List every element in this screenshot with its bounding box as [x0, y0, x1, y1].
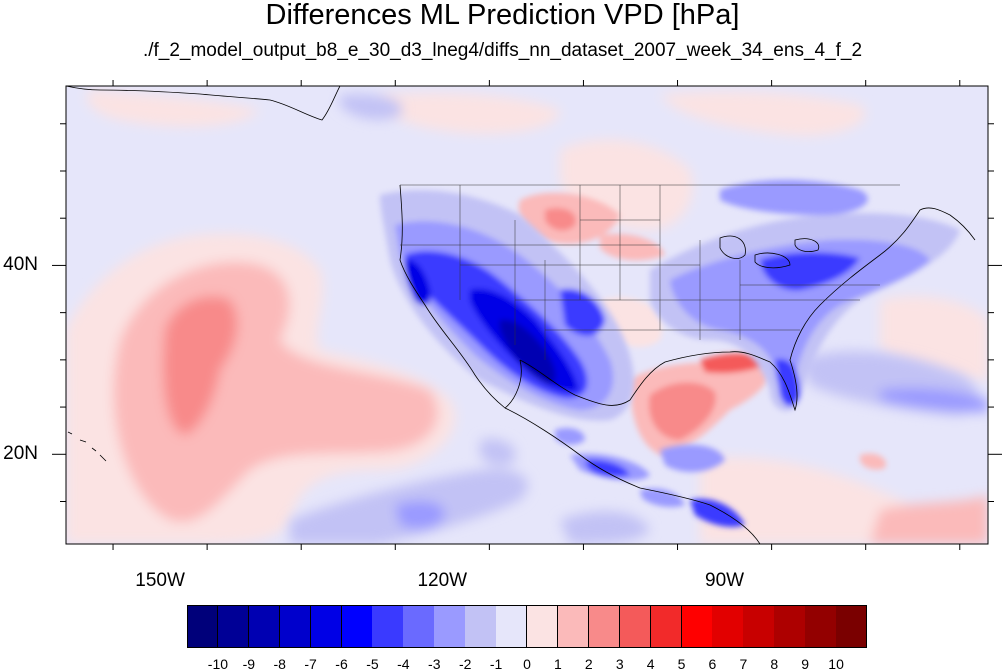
colorbar-swatch: [712, 605, 744, 648]
eastern-us-negative-anomaly: [650, 179, 960, 411]
colorbar-label: 1: [554, 656, 562, 672]
hawaii-islands: [67, 431, 107, 462]
colorbar-label: -1: [489, 656, 503, 672]
colorbar-swatch: [310, 605, 343, 648]
western-us-negative-anomaly: [380, 190, 634, 421]
lon-label-120w: 120W: [417, 570, 468, 591]
colorbar-frame: [187, 605, 867, 648]
colorbar-swatch: [681, 605, 713, 648]
lon-label-150w: 150W: [135, 570, 185, 591]
colorbar-label: -3: [428, 656, 441, 672]
chart-subtitle: ./f_2_model_output_b8_e_30_d3_lneg4/diff…: [142, 40, 863, 61]
colorbar-swatch: [588, 605, 621, 648]
colorbar-label: -6: [335, 656, 348, 672]
colorbar-label: 2: [584, 656, 593, 672]
colorbar-label: -8: [273, 656, 286, 672]
tropical-negative-anomaly: [290, 94, 988, 544]
alaska-coastline: [66, 86, 341, 121]
colorbar-label: -9: [242, 656, 256, 672]
colorbar-label: -7: [304, 656, 317, 672]
colorbar: [187, 605, 868, 648]
colorbar-swatch: [279, 605, 312, 648]
colorbar-swatch: [465, 605, 497, 648]
central-america-negative-anomaly: [555, 428, 886, 527]
colorbar-swatch: [217, 605, 250, 648]
colorbar-label: 10: [828, 656, 844, 672]
colorbar-label: 7: [739, 656, 748, 672]
colorbar-label: 9: [801, 656, 810, 672]
colorbar-swatch: [619, 605, 652, 648]
colorbar-swatch: [743, 605, 775, 648]
chart-title: Differences ML Prediction VPD [hPa]: [265, 0, 740, 31]
colorbar-swatch: [187, 605, 219, 648]
colorbar-label: -4: [397, 656, 410, 672]
map-ticks: [52, 80, 1002, 550]
colorbar-swatch: [774, 605, 806, 648]
colorbar-swatch: [434, 605, 466, 648]
colorbar-label: 6: [708, 656, 717, 672]
lat-label-40n: 40N: [3, 254, 38, 276]
colorbar-swatch: [341, 605, 373, 648]
colorbar-swatch: [650, 605, 683, 648]
lon-label-90w: 90W: [705, 570, 745, 591]
map-frame: [65, 85, 989, 545]
colorbar-label: 0: [523, 656, 531, 672]
colorbar-swatch: [372, 605, 404, 648]
lat-label-20n: 20N: [3, 443, 38, 465]
state-borders: [400, 184, 900, 360]
colorbar-label: 8: [770, 656, 779, 672]
vpd-difference-map: [52, 80, 1002, 550]
colorbar-label: -2: [458, 656, 472, 672]
colorbar-label: -10: [207, 656, 229, 672]
colorbar-swatch: [836, 605, 868, 648]
colorbar-swatch: [805, 605, 837, 648]
great-lakes: [719, 235, 820, 269]
colorbar-swatch: [248, 605, 281, 648]
colorbar-label: 5: [677, 656, 686, 672]
colorbar-label: 3: [615, 656, 624, 672]
north-america-coastline: [399, 184, 976, 544]
colorbar-swatch: [403, 605, 435, 648]
colorbar-label: -5: [366, 656, 379, 672]
colorbar-swatch: [496, 605, 528, 648]
coastlines: [66, 86, 976, 544]
colorbar-label: 4: [646, 656, 655, 672]
colorbar-swatch: [557, 605, 590, 648]
colorbar-swatch: [527, 605, 559, 648]
